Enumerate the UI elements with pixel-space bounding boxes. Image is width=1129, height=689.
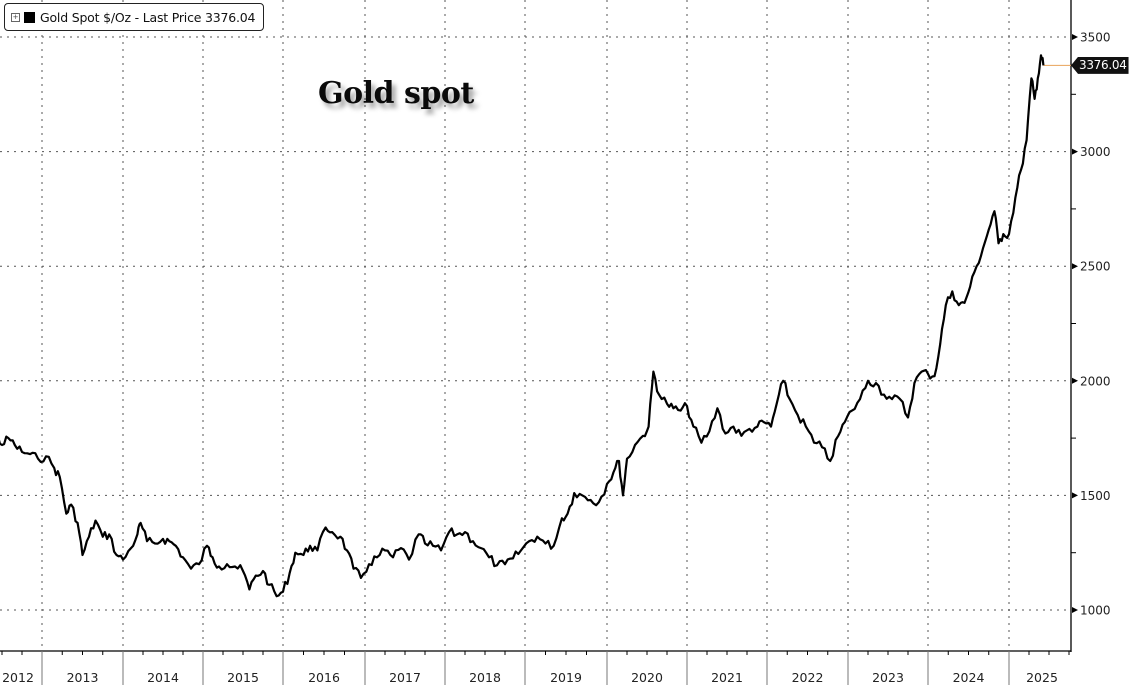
svg-text:3500: 3500 [1080, 31, 1111, 45]
axes [0, 0, 1076, 685]
svg-text:2000: 2000 [1080, 374, 1111, 388]
y-axis-labels: 1000 1500 2000 2500 3000 3500 [1072, 31, 1111, 618]
svg-text:2025: 2025 [1026, 670, 1058, 685]
x-axis-labels: 2012 2013 2014 2015 2016 2017 2018 2019 2020 2021… [2, 670, 1058, 685]
svg-text:2500: 2500 [1080, 260, 1111, 274]
svg-text:2017: 2017 [389, 670, 421, 685]
svg-text:2013: 2013 [67, 670, 99, 685]
plus-box-icon[interactable]: + [11, 12, 20, 22]
svg-text:2014: 2014 [147, 670, 179, 685]
svg-text:2018: 2018 [469, 670, 501, 685]
svg-text:1500: 1500 [1080, 489, 1111, 503]
legend[interactable]: + Gold Spot $/Oz - Last Price 3376.04 [4, 3, 265, 31]
svg-text:2024: 2024 [953, 670, 985, 685]
svg-text:2019: 2019 [550, 670, 582, 685]
svg-text:2023: 2023 [872, 670, 904, 685]
legend-label: Gold Spot $/Oz - Last Price 3376.04 [40, 9, 256, 25]
svg-text:2022: 2022 [792, 670, 824, 685]
gold-spot-line [0, 54, 1045, 598]
svg-text:3000: 3000 [1080, 145, 1111, 159]
svg-text:2021: 2021 [711, 670, 743, 685]
gridlines [0, 0, 1071, 651]
legend-swatch [24, 11, 35, 23]
svg-text:2020: 2020 [631, 670, 663, 685]
svg-text:2012: 2012 [2, 670, 34, 685]
svg-text:2015: 2015 [227, 670, 259, 685]
svg-text:1000: 1000 [1080, 604, 1111, 618]
chart-title: Gold spot [318, 76, 474, 111]
svg-text:2016: 2016 [308, 670, 340, 685]
last-price-tag: 3376.04 [1071, 56, 1129, 74]
